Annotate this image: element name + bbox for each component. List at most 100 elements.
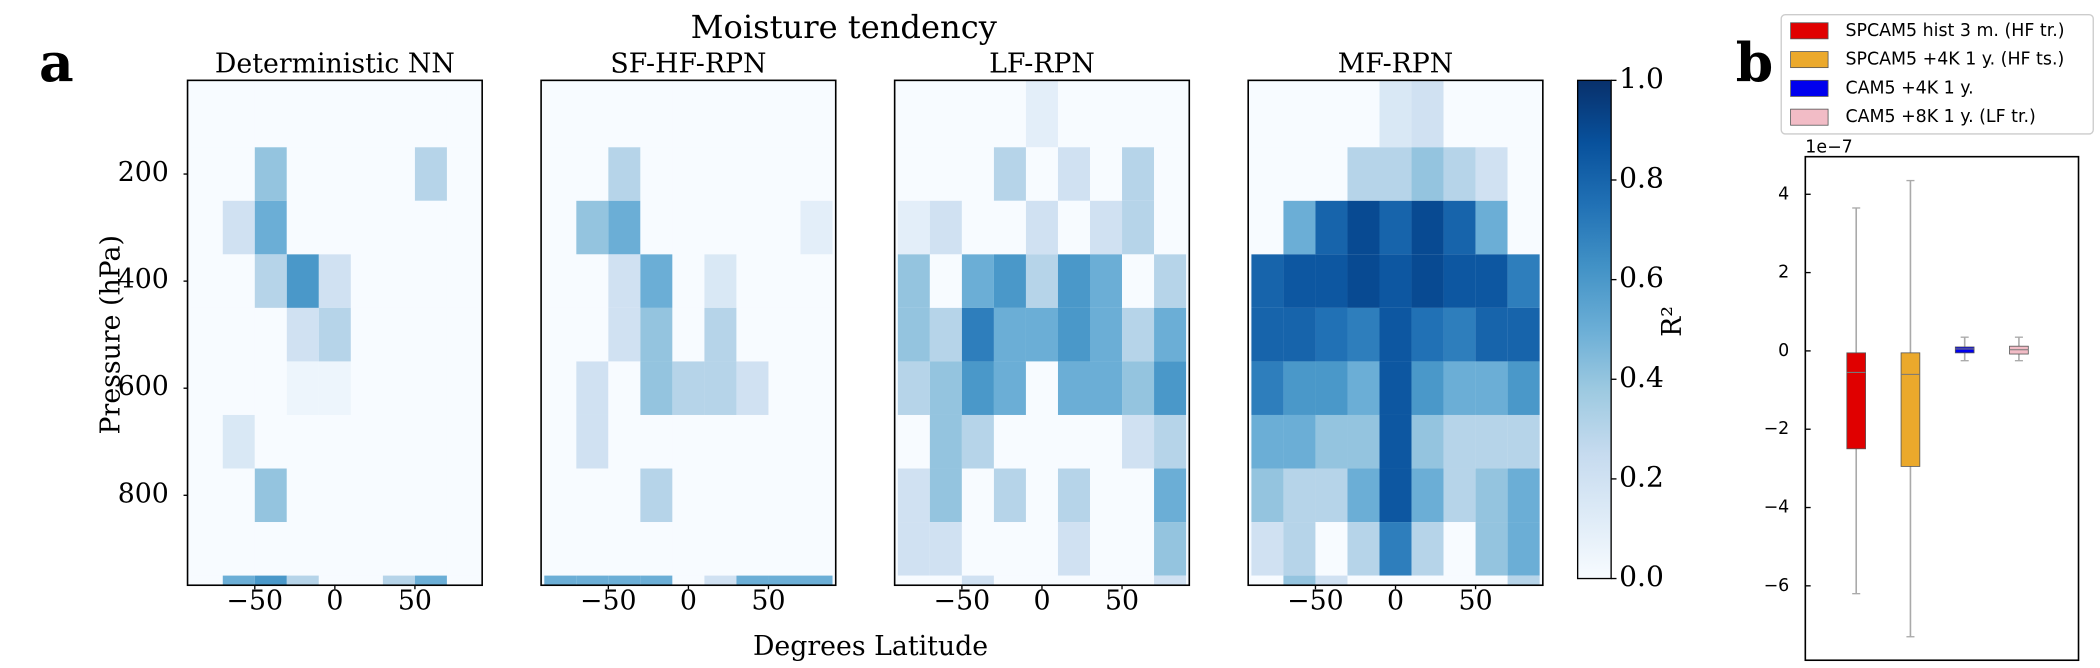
heatmap-cell: [640, 414, 673, 469]
heatmap-cell: [1251, 147, 1284, 201]
colorbar-label: R²: [1657, 306, 1688, 337]
heatmap-cell: [1090, 522, 1123, 576]
heatmap-cell: [382, 200, 415, 255]
heatmap-cell: [961, 575, 994, 586]
heatmap-cell: [1443, 575, 1476, 586]
legend-label: SPCAM5 hist 3 m. (HF tr.): [1845, 21, 2064, 41]
heatmap-cell: [1283, 80, 1316, 148]
heatmap-cell: [1090, 147, 1123, 201]
heatmap-cell: [1411, 200, 1444, 255]
heatmap-cell: [1347, 307, 1380, 362]
heatmap-cell: [190, 522, 223, 576]
heatmap-cell: [736, 575, 769, 586]
heatmap-cell: [640, 80, 673, 148]
heatmap-cell: [1507, 200, 1540, 255]
heatmap-cell: [190, 414, 223, 469]
heatmap-cell: [929, 468, 962, 523]
heatmap-cell: [1122, 468, 1155, 523]
heatmap-cell: [318, 522, 351, 576]
x-tick-label: 0: [1033, 586, 1050, 617]
y-tick-label: −6: [1764, 576, 1790, 596]
heatmap-cell: [640, 307, 673, 362]
heatmap-cell: [286, 361, 319, 415]
heatmap-cell: [1347, 575, 1380, 586]
heatmap-cell: [736, 80, 769, 148]
heatmap-cell: [897, 361, 930, 415]
heatmap-cell: [1154, 254, 1187, 308]
heatmap-cell: [350, 307, 383, 362]
x-tick-label: 0: [680, 586, 697, 617]
heatmap-cell: [576, 361, 609, 415]
heatmap-cell: [1154, 307, 1187, 362]
heatmap-cell: [1025, 307, 1058, 362]
heatmap-cell: [1475, 254, 1508, 308]
heatmap-cell: [1379, 307, 1412, 362]
legend-swatch: [1790, 51, 1829, 69]
heatmap-cell: [544, 468, 577, 523]
heatmap-cell: [254, 522, 287, 576]
colorbar-tick-label: 0.8: [1619, 161, 1664, 194]
heatmap-cell: [446, 254, 479, 308]
heatmap-cell: [318, 468, 351, 523]
heatmap-cell: [1057, 307, 1091, 362]
heatmap-cell: [1090, 575, 1123, 586]
heatmap-cell: [768, 200, 801, 255]
heatmap-cell: [608, 200, 641, 255]
heatmap-cell: [800, 414, 833, 469]
heatmap-cell: [576, 80, 609, 148]
heatmap-cell: [222, 307, 255, 362]
heatmap-cell: [608, 468, 641, 523]
heatmap-cell: [318, 575, 351, 586]
x-tick-label: 50: [1459, 586, 1493, 617]
heatmap-cell: [1315, 414, 1348, 469]
heatmap-cell: [1475, 468, 1508, 523]
heatmap-cell: [1025, 414, 1058, 469]
heatmap-cell: [1347, 361, 1380, 415]
heatmap-cell: [1090, 307, 1123, 362]
heatmap-cell: [1025, 80, 1058, 148]
heatmap-cell: [961, 254, 994, 308]
heatmap-cell: [318, 80, 351, 148]
heatmap-cell: [222, 147, 255, 201]
heatmap-cell: [1283, 200, 1316, 255]
heatmap-cell: [286, 80, 319, 148]
heatmap-cell: [736, 522, 769, 576]
heatmap-cell: [1443, 522, 1476, 576]
heatmap-cell: [640, 147, 673, 201]
heatmap-cell: [286, 254, 319, 308]
heatmap-cell: [1090, 468, 1123, 523]
legend-label: CAM5 +4K 1 y.: [1845, 78, 1973, 98]
panel-title: Deterministic NN: [215, 49, 455, 80]
heatmap-cell: [897, 147, 930, 201]
heatmap-cell: [414, 575, 447, 586]
heatmap-cell: [704, 254, 737, 308]
heatmap-cell: [414, 522, 447, 576]
heatmap-cell: [544, 200, 577, 255]
heatmap-cell: [1251, 254, 1284, 308]
heatmap-cell: [640, 575, 673, 586]
heatmap-cell: [350, 468, 383, 523]
legend: [1780, 14, 2094, 135]
heatmap-cell: [576, 522, 609, 576]
heatmap-cell: [254, 254, 287, 308]
heatmap-cell: [704, 575, 737, 586]
heatmap-cell: [446, 147, 479, 201]
heatmap-cell: [254, 468, 287, 523]
x-tick-label: −50: [934, 586, 991, 617]
heatmap-cell: [544, 147, 577, 201]
heatmap-cell: [382, 414, 415, 469]
heatmap-cell: [1057, 200, 1091, 255]
heatmap-cell: [1154, 80, 1187, 148]
heatmap-cell: [544, 522, 577, 576]
heatmap-cell: [768, 361, 801, 415]
heatmap-cell: [318, 147, 351, 201]
heatmap-cell: [768, 80, 801, 148]
heatmap-cell: [286, 468, 319, 523]
heatmap-cell: [1283, 575, 1316, 586]
heatmap-cell: [286, 307, 319, 362]
heatmap-cell: [640, 468, 673, 523]
heatmap-cell: [286, 522, 319, 576]
heatmap-cell: [1251, 522, 1284, 576]
heatmap-cell: [1475, 307, 1508, 362]
